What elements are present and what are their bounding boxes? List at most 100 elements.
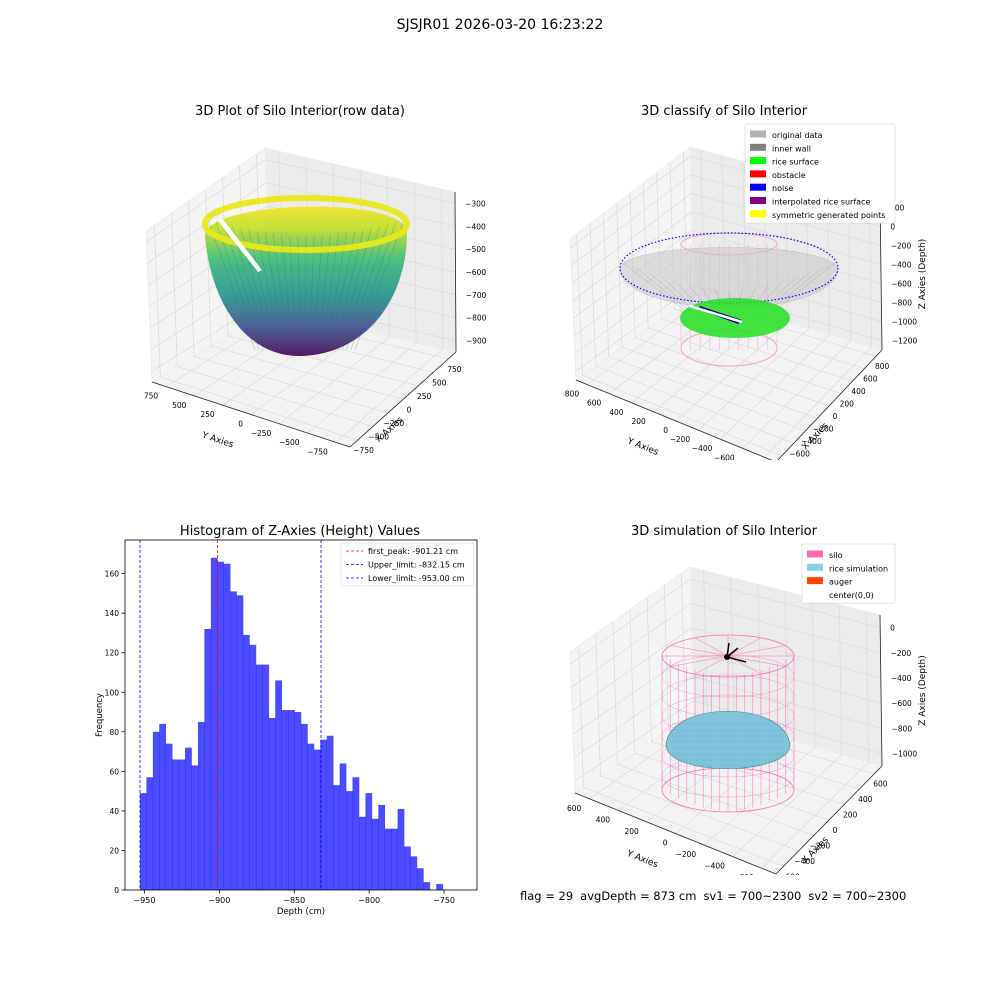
x-tick-label: −950 [133,896,155,905]
x-tick-label: 250 [417,392,432,401]
grid-line [681,573,875,775]
histogram-bar [326,735,334,890]
histogram-bar [236,595,244,890]
y-tick-label: −750 [307,447,328,456]
x-tick-label: −850 [283,896,305,905]
legend-swatch [750,130,766,138]
y-tick-label: 0 [238,420,243,429]
x-axis-line [777,349,883,460]
y-tick-label: 0 [663,839,668,848]
y-tick-label: 140 [105,609,120,618]
grid-line [570,578,881,665]
x-tick-label: −200 [810,841,831,850]
grid-line [616,203,818,419]
z-tick-label: 0 [890,624,895,633]
histogram-bar [333,785,340,890]
legend-swatch [750,157,766,165]
z-tick-label: −1000 [892,318,918,327]
x-tick-label: 500 [432,378,447,387]
raw-scan-line [207,219,256,351]
x-tick-label: −750 [353,446,374,455]
auger-axis-line [726,642,730,658]
x-tick-label: −500 [368,433,389,442]
silo-roof-spoke [694,655,729,675]
raw-scan-line [224,224,264,351]
y-axis-line [151,381,351,448]
raw-scan-line [350,222,397,351]
x-tick-label: −400 [794,857,815,866]
z-tick-label: −200 [891,649,912,658]
raw-scan-line [281,234,293,351]
raw-scan-line [273,233,289,351]
raw-scan-line [264,232,285,351]
z-tick-label: −800 [466,314,487,323]
raw-scan-line [289,235,297,351]
y-tick-label: 0 [663,426,668,435]
z-tick-label: −600 [891,699,912,708]
avg-depth-text: avgDepth = 873 cm [580,889,697,903]
y-axis-line [574,792,777,875]
grid-line [571,627,881,712]
histogram-bar [404,846,411,890]
silo-roof-spoke [694,637,729,657]
x-tick-label: 600 [863,375,878,384]
grid-line [576,233,783,457]
histogram-bar [378,804,386,890]
auger-axis-line [726,647,739,658]
grid-line [720,183,831,440]
x-tick-label: −600 [789,449,810,458]
x-tick-label: 400 [851,387,866,396]
raw-scan-line [333,229,364,351]
y-tick-label: 100 [105,688,120,697]
z-tick-label: −400 [465,222,486,231]
y-tick-label: 200 [631,417,646,426]
raw-scan-line [342,226,380,351]
histogram-bar [191,765,199,890]
legend-swatch [750,143,766,151]
x-tick-label: 0 [833,826,838,835]
z-tick-label: −900 [466,337,487,346]
histogram-bar [243,634,250,890]
histogram-bar [307,743,315,890]
legend-label: obstacle [772,171,806,180]
histogram-bar [423,882,431,890]
z-tick-label: −200 [891,242,912,251]
histogram-bar [262,664,270,890]
grid-line [703,597,816,846]
histogram-bar [410,856,418,890]
raw-scan-line [248,229,277,351]
histogram-bar [313,749,321,890]
histogram-bar [152,731,160,890]
histogram-bar [339,763,347,890]
histogram-bar [185,747,192,890]
y-tick-label: 750 [144,392,159,401]
x-axis-label: Depth (cm) [277,907,325,917]
y-tick-label: 500 [172,401,187,410]
histogram-bar [320,739,328,890]
histogram-bar [436,884,443,890]
y-tick-label: 160 [105,570,120,579]
grid-line [571,603,881,688]
y-tick-label: −200 [676,850,697,859]
legend-label: Upper_limit: -832.15 cm [368,561,465,570]
histogram-bar [159,723,167,890]
y-tick-label: 0 [114,886,119,895]
histogram-bar [165,743,173,890]
x-tick-label: −750 [433,896,455,905]
simulation-plot-title: 3D simulation of Silo Interior [631,524,817,539]
classify-gap [689,304,743,324]
legend-label: inner wall [772,144,811,153]
classify-plot-title: 3D classify of Silo Interior [640,104,808,119]
grid-line [761,611,869,869]
raw-scan-line [256,231,281,351]
grid-line [335,188,444,443]
histogram-bar [255,664,263,890]
z-tick-label: −600 [891,280,912,289]
x-tick-label: 0 [407,406,412,415]
grid-line [188,201,388,414]
legend-label: rice simulation [829,564,888,573]
histogram-title: Histogram of Z-Axies (Height) Values [179,524,421,539]
raw-3d-plot: −750−500−2500250500750−750−500−250025050… [144,147,487,456]
grid-line [572,211,881,301]
